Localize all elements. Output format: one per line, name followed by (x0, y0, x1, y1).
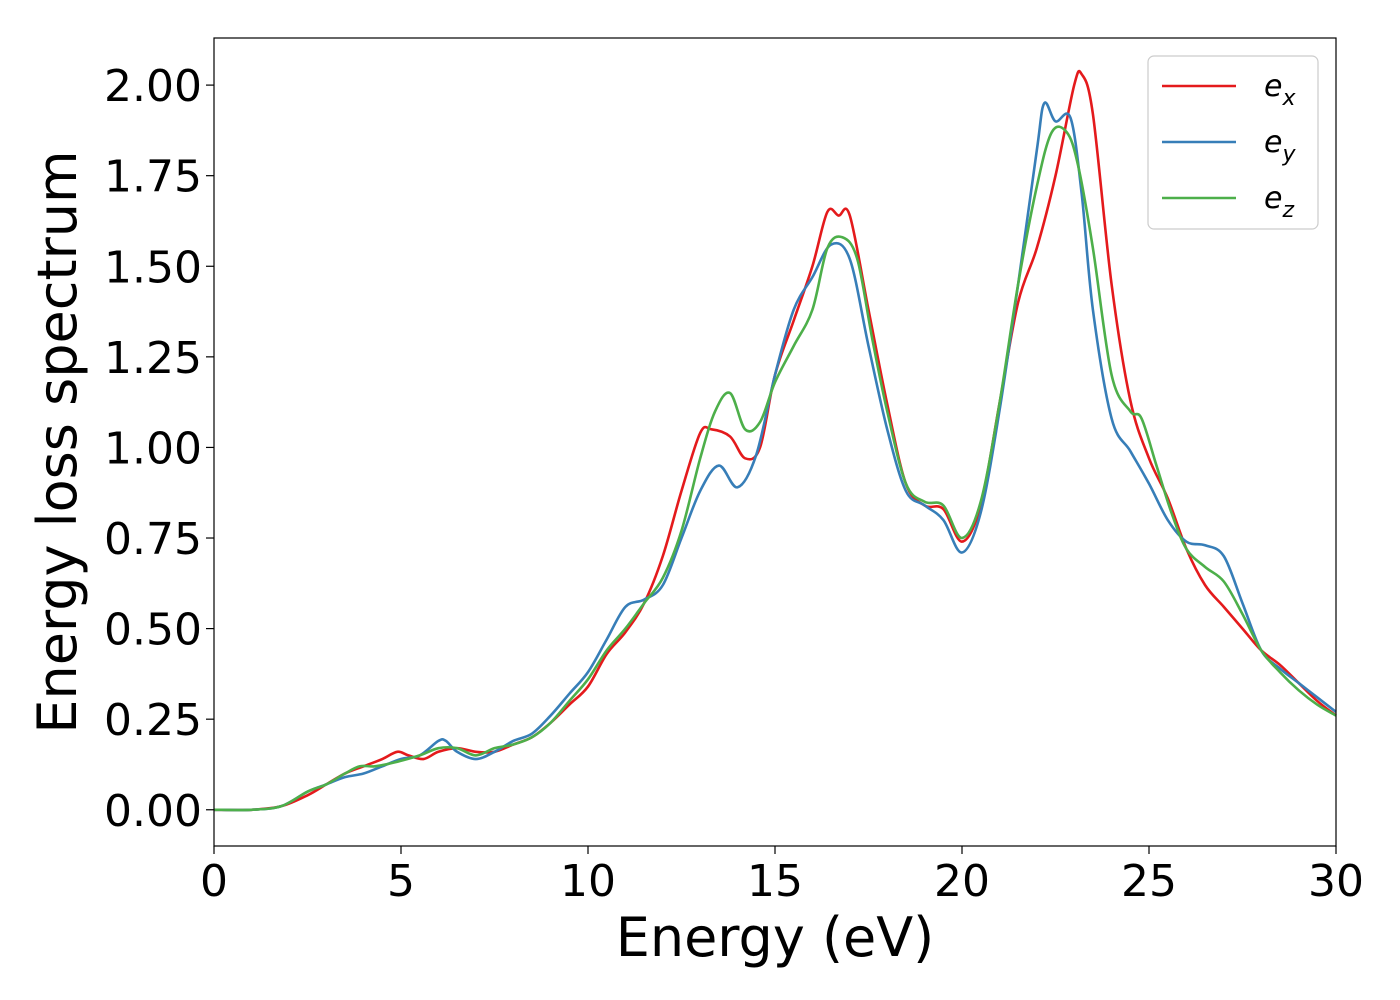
y-tick-label: 0.25 (104, 695, 202, 746)
x-axis: 0 5 10 15 20 25 30 (200, 846, 1364, 907)
plot-lines (213, 69, 1337, 812)
x-axis-label: Energy (eV) (616, 906, 935, 969)
y-tick-label: 2.00 (104, 61, 202, 112)
series-line-y (213, 101, 1337, 812)
x-tick-label: 20 (934, 856, 990, 907)
x-tick-label: 10 (560, 856, 616, 907)
y-tick-label: 1.00 (104, 423, 202, 474)
legend-label-z: ez (1264, 181, 1294, 223)
x-tick-label: 5 (387, 856, 415, 907)
legend-label-subscript: x (1281, 86, 1296, 111)
y-tick-label: 0.75 (104, 514, 202, 565)
legend-label-subscript: y (1281, 142, 1296, 167)
y-tick-label: 0.50 (104, 605, 202, 656)
legend-label-base: e (1264, 125, 1282, 160)
legend-label-base: e (1264, 69, 1282, 104)
y-axis-label: Energy loss spectrum (26, 150, 89, 733)
legend-label-base: e (1264, 181, 1282, 216)
y-tick-label: 0.00 (104, 786, 202, 837)
legend-label-x: ex (1264, 69, 1296, 111)
y-tick-label: 1.25 (104, 333, 202, 384)
x-tick-label: 25 (1121, 856, 1177, 907)
y-tick-label: 1.50 (104, 242, 202, 293)
x-tick-label: 15 (747, 856, 803, 907)
series-line-z (213, 125, 1337, 812)
legend-label-subscript: z (1281, 198, 1294, 223)
y-tick-label: 1.75 (104, 152, 202, 203)
legend-label-y: ey (1264, 125, 1296, 167)
y-axis: 0.00 0.25 0.50 0.75 1.00 1.25 1.50 1.75 2.00 (104, 61, 214, 837)
x-tick-label: 30 (1308, 856, 1364, 907)
x-tick-label: 0 (200, 856, 228, 907)
